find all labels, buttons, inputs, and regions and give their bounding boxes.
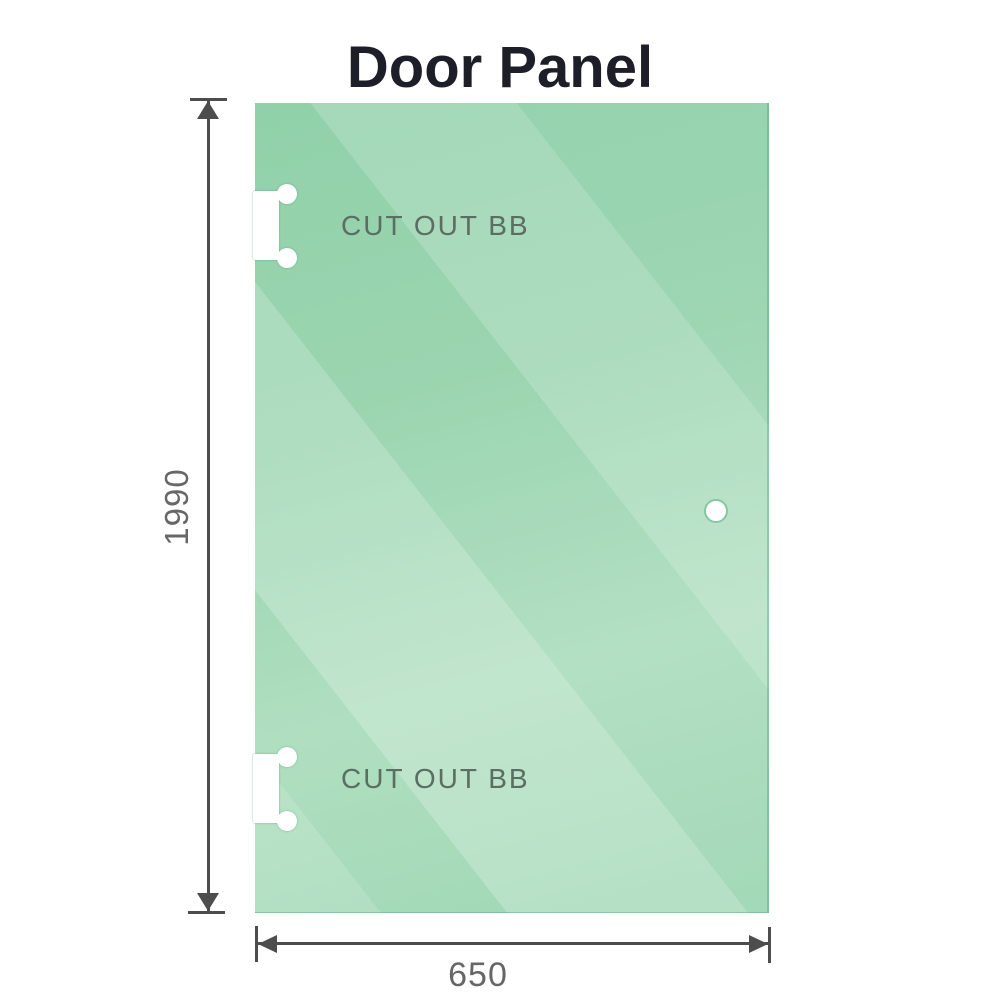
width-dimension-line [257, 942, 769, 945]
arrow-down-icon [197, 893, 219, 911]
height-dimension-value: 1990 [158, 468, 195, 546]
glass-panel: CUT OUT BB CUT OUT BB [253, 103, 769, 913]
height-dimension-line [207, 100, 210, 913]
cutout-bottom-label: CUT OUT BB [341, 763, 530, 794]
hinge-cutout-top-icon [253, 184, 297, 268]
cutout-top-label: CUT OUT BB [341, 210, 530, 241]
arrow-left-icon [258, 935, 277, 953]
width-dimension-left-tick [255, 926, 258, 962]
height-dimension-bottom-cap [188, 911, 225, 914]
height-dimension-top-cap [190, 98, 227, 101]
hinge-cutout-bottom-icon [253, 747, 297, 831]
arrow-right-icon [749, 935, 768, 953]
page-title: Door Panel [346, 35, 654, 100]
width-dimension-value: 650 [448, 956, 508, 994]
width-dimension-right-tick [768, 927, 771, 963]
handle-hole-icon [704, 499, 728, 523]
arrow-up-icon [197, 101, 219, 119]
